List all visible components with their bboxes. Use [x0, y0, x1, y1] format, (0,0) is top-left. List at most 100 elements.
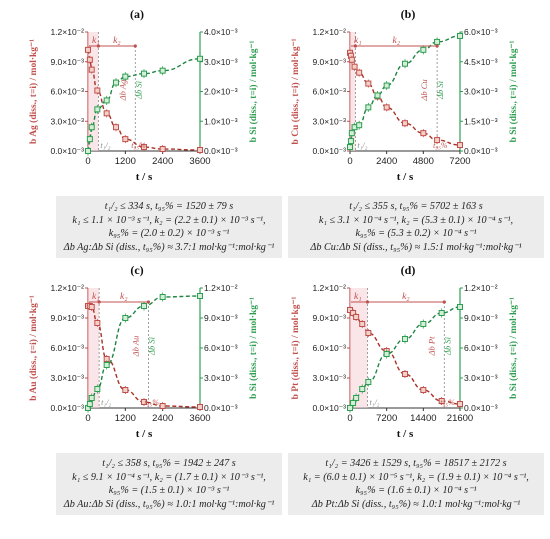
si-point: [141, 303, 147, 309]
metal-point: [113, 124, 119, 131]
si-point: [420, 46, 427, 53]
caption-line: k₉₅% = (5.3 ± 0.2) × 10⁻⁴ s⁻¹: [355, 228, 477, 240]
y-left-tick-label: 3.0×10⁻³: [312, 116, 346, 126]
si-point: [122, 73, 129, 80]
y-right-axis-label: b Si (diss., t=i) / mol·kg⁻¹: [508, 41, 519, 143]
si-point: [88, 395, 95, 401]
k2-label: k₂: [393, 36, 401, 46]
y-right-tick-label: 3.0×10⁻³: [204, 373, 238, 383]
metal-point: [103, 110, 110, 117]
k-arrow-joint: [96, 44, 100, 48]
si-point: [347, 144, 353, 151]
metal-point: [348, 56, 355, 63]
metal-point: [94, 320, 101, 326]
t-half-label: t₁/₂: [369, 398, 379, 407]
si-point: [159, 294, 166, 300]
caption-line: Δb Au:Δb Si (diss., t₉₅%) ≈ 1.0:1 mol·kg…: [63, 498, 275, 510]
chart-panel-1: (b) 0 2400 4800 7200 t / s 0.0×10⁻³ 3.0×10⁻³ 6.0…: [290, 7, 519, 183]
metal-point: [88, 304, 95, 310]
x-tick-label: 7200: [449, 156, 470, 167]
k1-label: k₁: [92, 36, 100, 46]
t-half-label: t₁/₂: [357, 141, 367, 150]
metal-point: [350, 310, 357, 316]
caption-line: Δb Ag:Δb Si (diss., t₉₅%) ≈ 3.7:1 mol·kg…: [63, 241, 275, 253]
caption-line: Δb Cu:Δb Si (diss., t₉₅%) ≈ 1.5:1 mol·kg…: [310, 241, 522, 253]
caption-line: t₁/₂ ≤ 334 s, t₉₅% = 1520 ± 79 s: [104, 201, 234, 212]
si-point: [347, 138, 354, 145]
si-point: [350, 400, 357, 406]
si-point: [103, 362, 110, 368]
t95-label: t₉₅%: [131, 141, 146, 150]
metal-point: [159, 403, 166, 409]
x-tick-label: 0: [347, 156, 352, 167]
y-left-tick-label: 1.2×10⁻²: [312, 27, 346, 37]
metal-point: [94, 87, 101, 94]
metal-point: [457, 142, 463, 149]
y-right-axis-label: b Si (diss., t=i) / mol·kg⁻¹: [248, 41, 259, 143]
x-tick-label: 2400: [152, 156, 173, 167]
si-point: [85, 148, 91, 154]
metal-point: [383, 104, 390, 111]
y-right-tick-label: 0.0×10⁻³: [204, 146, 238, 156]
y-right-tick-label: 1.2×10⁻²: [464, 283, 498, 293]
si-point: [438, 310, 445, 316]
y-left-axis-label: b Cu (diss., t=i) / mol·kg⁻¹: [290, 38, 301, 144]
si-point: [359, 386, 366, 392]
y-left-axis-label: b Ag (diss., t=i) / mol·kg⁻¹: [28, 39, 39, 144]
si-point: [402, 60, 408, 67]
y-left-tick-label: 0.0×10⁻³: [312, 146, 346, 156]
x-axis-label: t / s: [136, 171, 153, 183]
y-left-tick-label: 6.0×10⁻³: [50, 87, 84, 97]
delta-si-label: Δb Si: [442, 336, 452, 356]
caption-line: t₁/₂ = 3426 ± 1529 s, t₉₅% = 18517 ± 217…: [325, 458, 507, 469]
metal-point: [141, 399, 147, 405]
k1-region: [88, 32, 99, 151]
si-point: [197, 293, 203, 299]
y-right-tick-label: 9.0×10⁻³: [204, 313, 238, 323]
y-right-tick-label: 6.0×10⁻³: [464, 27, 498, 37]
si-point: [103, 97, 110, 104]
y-left-tick-label: 3.0×10⁻³: [50, 116, 84, 126]
y-right-tick-label: 0.0×10⁻³: [464, 403, 498, 413]
delta-metal-label: Δb Pt: [426, 336, 436, 357]
y-left-tick-label: 1.2×10⁻²: [50, 283, 84, 293]
y-left-tick-label: 3.0×10⁻³: [50, 373, 84, 383]
y-left-tick-label: 6.0×10⁻³: [312, 343, 346, 353]
panel-label: (c): [130, 263, 143, 277]
k1-region: [88, 288, 100, 408]
k-arrow-end: [133, 44, 137, 48]
metal-point: [365, 80, 372, 87]
k1-label: k₁: [354, 292, 362, 302]
x-tick-label: 2400: [152, 413, 173, 424]
chart-panel-3: (d) 0 7200 14400 21600 t / s 0.0×10⁻³ 3.0×10⁻³ 6…: [290, 263, 519, 440]
k-arrow-end: [435, 44, 439, 48]
x-tick-label: 0: [347, 413, 352, 424]
x-tick-label: 1200: [115, 156, 136, 167]
delta-si-label: Δb Si: [146, 336, 156, 356]
si-point: [383, 82, 390, 89]
chart-panel-0: (a) 0 1200 2400 3600 t / s 0.0×10⁻³ 3.0×10⁻³ 6.0…: [28, 7, 259, 183]
y-right-tick-label: 4.0×10⁻³: [204, 27, 238, 37]
x-axis-label: t / s: [397, 171, 414, 183]
si-point: [94, 386, 101, 392]
delta-metal-label: Δb Cu: [419, 79, 429, 101]
t95-label: t₉₅%: [433, 141, 448, 150]
caption-line: t₁/₂ ≤ 355 s, t₉₅% = 5702 ± 163 s: [349, 201, 483, 212]
y-left-tick-label: 0.0×10⁻³: [312, 403, 346, 413]
si-point: [356, 122, 363, 129]
caption-line: k₉₅% = (2.0 ± 0.2) × 10⁻³ s⁻¹: [108, 228, 230, 240]
y-right-tick-label: 4.5×10⁻³: [464, 57, 498, 67]
metal-point: [402, 371, 408, 377]
metal-point: [122, 136, 129, 143]
metal-point: [122, 387, 129, 393]
caption-line: k₁ ≤ 9.1 × 10⁻⁴ s⁻¹, k₂ = (1.7 ± 0.1) × …: [72, 471, 266, 483]
si-point: [86, 136, 93, 143]
metal-point: [420, 130, 427, 137]
x-tick-label: 0: [85, 413, 90, 424]
metal-point: [420, 387, 427, 393]
k1-label: k₁: [354, 36, 362, 46]
si-point: [457, 32, 463, 39]
k1-region: [350, 32, 356, 151]
metal-point: [365, 330, 372, 336]
